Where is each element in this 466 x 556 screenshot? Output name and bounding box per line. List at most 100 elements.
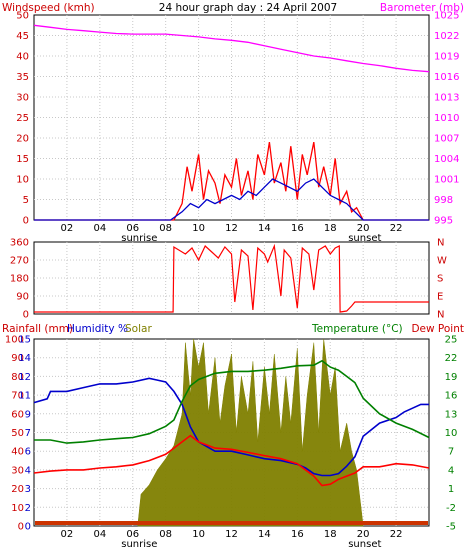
inner-tick-label: 6 xyxy=(25,447,31,458)
left-tick-label: 270 xyxy=(10,256,29,267)
inner-tick-label: 9 xyxy=(25,409,31,420)
left-tick-label: 25 xyxy=(16,113,29,124)
x-tick-label: 04 xyxy=(93,223,106,234)
left-tick-label: 40 xyxy=(11,447,24,458)
right-tick-label: 4 xyxy=(448,465,454,476)
x-tick-label: 06 xyxy=(126,529,139,540)
inner-tick-label: 12 xyxy=(18,372,31,383)
right-tick-label: W xyxy=(437,256,447,267)
series-line-1 xyxy=(34,243,429,313)
solar-area xyxy=(137,338,364,527)
inner-tick-label: 14 xyxy=(18,353,31,364)
left-tick-label: 100 xyxy=(5,335,24,346)
series-line-1 xyxy=(33,24,430,73)
sunset-marker: sunset xyxy=(348,233,381,244)
left-tick-label: 15 xyxy=(16,154,29,165)
inner-tick-label: 7 xyxy=(25,428,31,439)
x-tick-label: 22 xyxy=(390,223,403,234)
x-tick-label: 10 xyxy=(192,223,205,234)
x-tick-label: 12 xyxy=(225,529,238,540)
right-tick-label: -5 xyxy=(446,522,456,533)
x-tick-label: 06 xyxy=(126,223,139,234)
x-tick-label: 02 xyxy=(61,529,74,540)
right-tick-label: 25 xyxy=(445,335,458,346)
x-tick-label: 22 xyxy=(390,529,403,540)
x-tick-label: 16 xyxy=(291,223,304,234)
left-tick-label: 35 xyxy=(16,72,29,83)
x-tick-label: 12 xyxy=(225,223,238,234)
chart-title: 24 hour graph day : 24 April 2007 xyxy=(159,2,337,14)
left-tick-label: 30 xyxy=(16,93,29,104)
left-tick-label: 10 xyxy=(16,175,29,186)
x-tick-label: 18 xyxy=(324,223,337,234)
inner-tick-label: 11 xyxy=(18,391,31,402)
left-tick-label: 80 xyxy=(11,372,24,383)
right-tick-label: 1022 xyxy=(434,31,459,42)
x-tick-label: 10 xyxy=(192,529,205,540)
left-tick-label: 40 xyxy=(16,52,29,63)
left-tick-label: 5 xyxy=(23,195,29,206)
series-line-2 xyxy=(34,141,429,221)
left-tick-label: 90 xyxy=(16,292,29,303)
x-tick-label: 20 xyxy=(357,223,370,234)
right-tick-label: 1001 xyxy=(434,175,459,186)
left-tick-label: 360 xyxy=(10,238,29,249)
right-tick-label: 1010 xyxy=(434,113,459,124)
right-tick-label: 7 xyxy=(448,447,454,458)
right-tick-label: 1004 xyxy=(434,154,459,165)
left-tick-label: 10 xyxy=(11,503,24,514)
dewpoint-axis-label: Dew Point xyxy=(411,323,464,335)
x-tick-label: 14 xyxy=(258,223,271,234)
right-tick-label: 995 xyxy=(434,216,453,227)
right-tick-label: -2 xyxy=(446,503,456,514)
temp-humidity-panel: Rainfall (mm) Humidity % Solar Temperatu… xyxy=(2,323,464,550)
barometer-axis-label: Barometer (mb) xyxy=(380,2,464,14)
sunrise-marker: sunrise xyxy=(121,539,157,550)
right-tick-label: 1025 xyxy=(434,11,459,22)
x-tick-label: 18 xyxy=(324,529,337,540)
left-tick-label: 0 xyxy=(23,216,29,227)
right-tick-label: 1007 xyxy=(434,134,459,145)
right-tick-label: N xyxy=(437,310,444,321)
x-tick-label: 20 xyxy=(357,529,370,540)
right-tick-label: E xyxy=(437,292,443,303)
windspeed-axis-label: Windspeed (kmh) xyxy=(2,2,95,14)
inner-tick-label: 3 xyxy=(25,484,31,495)
x-tick-label: 16 xyxy=(291,529,304,540)
right-tick-label: 16 xyxy=(445,391,458,402)
left-tick-label: 45 xyxy=(16,31,29,42)
left-tick-label: 20 xyxy=(16,134,29,145)
right-tick-label: N xyxy=(437,238,444,249)
right-tick-label: 22 xyxy=(445,353,458,364)
inner-tick-label: 0 xyxy=(25,522,31,533)
left-tick-label: 180 xyxy=(10,274,29,285)
left-tick-label: 0 xyxy=(18,522,24,533)
right-tick-label: 13 xyxy=(445,409,458,420)
right-tick-label: 10 xyxy=(445,428,458,439)
left-tick-label: 70 xyxy=(11,391,24,402)
right-tick-label: 998 xyxy=(434,195,453,206)
right-tick-label: S xyxy=(437,274,443,285)
solar-axis-label: Solar xyxy=(125,323,152,335)
sunset-marker: sunset xyxy=(348,539,381,550)
inner-tick-label: 15 xyxy=(18,335,31,346)
right-tick-label: 1 xyxy=(448,484,454,495)
left-tick-label: 20 xyxy=(11,484,24,495)
temperature-axis-label: Temperature (°C) xyxy=(311,323,403,335)
inner-tick-label: 2 xyxy=(25,503,31,514)
x-tick-label: 04 xyxy=(93,529,106,540)
right-tick-label: 1019 xyxy=(434,52,459,63)
series-line-3 xyxy=(34,178,429,221)
x-tick-label: 08 xyxy=(159,529,172,540)
x-tick-label: 14 xyxy=(258,529,271,540)
rainfall-axis-label: Rainfall (mm) xyxy=(2,323,73,335)
series-line-3 xyxy=(34,359,430,444)
x-tick-label: 02 xyxy=(61,223,74,234)
left-tick-label: 50 xyxy=(16,11,29,22)
left-tick-label: 50 xyxy=(11,428,24,439)
left-tick-label: 30 xyxy=(11,465,24,476)
rainfall-bar xyxy=(35,521,428,525)
right-tick-label: 19 xyxy=(445,372,458,383)
